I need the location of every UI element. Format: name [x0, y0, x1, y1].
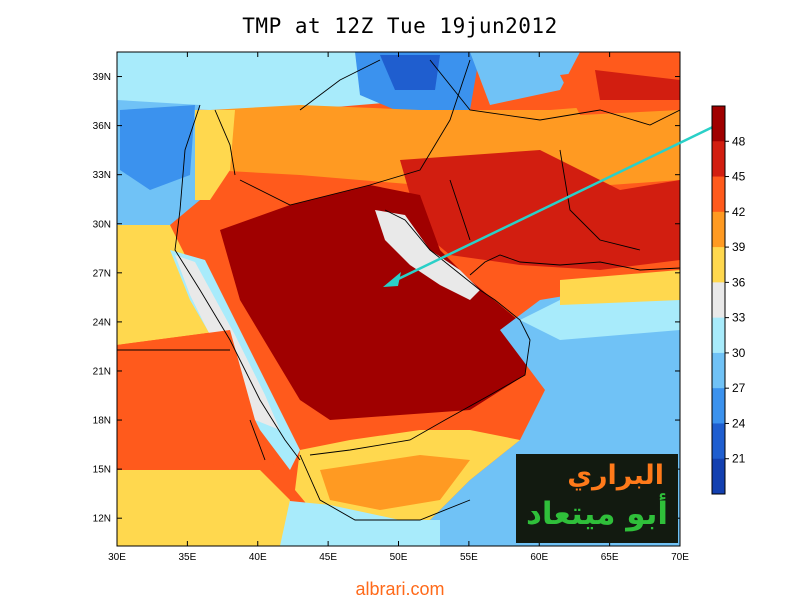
- colorbar-frame: [711, 105, 726, 495]
- colorbar-label: 27: [732, 381, 746, 395]
- logo-line2: أبو ميتعاد: [525, 496, 668, 532]
- colorbar-label: 36: [732, 275, 746, 289]
- lat-tick-label: 36N: [93, 121, 111, 132]
- lat-tick-label: 18N: [93, 416, 111, 427]
- lon-tick-label: 30E: [108, 552, 126, 563]
- colorbar-label: 39: [732, 240, 746, 254]
- logo-line1: البراري: [567, 460, 664, 491]
- colorbar-swatch: [712, 317, 725, 354]
- colorbar-swatch: [712, 211, 725, 248]
- colorbar-label: 30: [732, 346, 746, 360]
- lat-tick-label: 30N: [93, 219, 111, 230]
- map-title: TMP at 12Z Tue 19jun2012: [242, 14, 558, 38]
- colorbar-swatch: [712, 106, 725, 142]
- colorbar-swatch: [712, 388, 725, 424]
- colorbar-label: 21: [732, 452, 746, 466]
- colorbar-label: 45: [732, 170, 746, 184]
- colorbar-label: 33: [732, 311, 746, 325]
- coastlines: [117, 59, 680, 521]
- lon-tick-label: 40E: [249, 552, 267, 563]
- annotation-arrow: [383, 122, 720, 287]
- colorbar-swatch: [712, 352, 725, 389]
- lat-tick-label: 24N: [93, 317, 111, 328]
- lat-tick-label: 21N: [93, 366, 111, 377]
- lat-tick-label: 12N: [93, 514, 111, 525]
- albrari-logo: البراري أبو ميتعاد: [516, 454, 678, 543]
- colorbar-swatch: [712, 458, 725, 495]
- colorbar-swatch: [712, 423, 725, 460]
- lat-tick-label: 33N: [93, 170, 111, 181]
- lon-tick-label: 65E: [601, 552, 619, 563]
- lon-tick-label: 50E: [390, 552, 408, 563]
- lon-tick-label: 70E: [671, 552, 689, 563]
- lat-tick-label: 27N: [93, 268, 111, 279]
- colorbar-swatch: [712, 176, 725, 213]
- colorbar-swatch: [712, 282, 725, 319]
- site-footer: albrari.com: [355, 579, 445, 599]
- lat-tick-label: 15N: [93, 465, 111, 476]
- colorbar-swatch: [712, 247, 725, 283]
- colorbar-swatch: [712, 141, 725, 178]
- lon-tick-label: 60E: [530, 552, 548, 563]
- lon-tick-label: 45E: [319, 552, 337, 563]
- colorbar-label: 24: [732, 416, 746, 430]
- axis-ticks: 39N 36N 33N 30N 27N 24N 21N 18N 15N 12N 30E 35E 40E 4…: [93, 52, 689, 563]
- colorbar-label: 48: [732, 134, 746, 148]
- colorbar-label: 42: [732, 205, 746, 219]
- lon-tick-label: 35E: [178, 552, 196, 563]
- lon-tick-label: 55E: [460, 552, 478, 563]
- colorbar: 48 45 42 39 36 33 30 27 24 21: [711, 105, 746, 495]
- lat-tick-label: 39N: [93, 72, 111, 83]
